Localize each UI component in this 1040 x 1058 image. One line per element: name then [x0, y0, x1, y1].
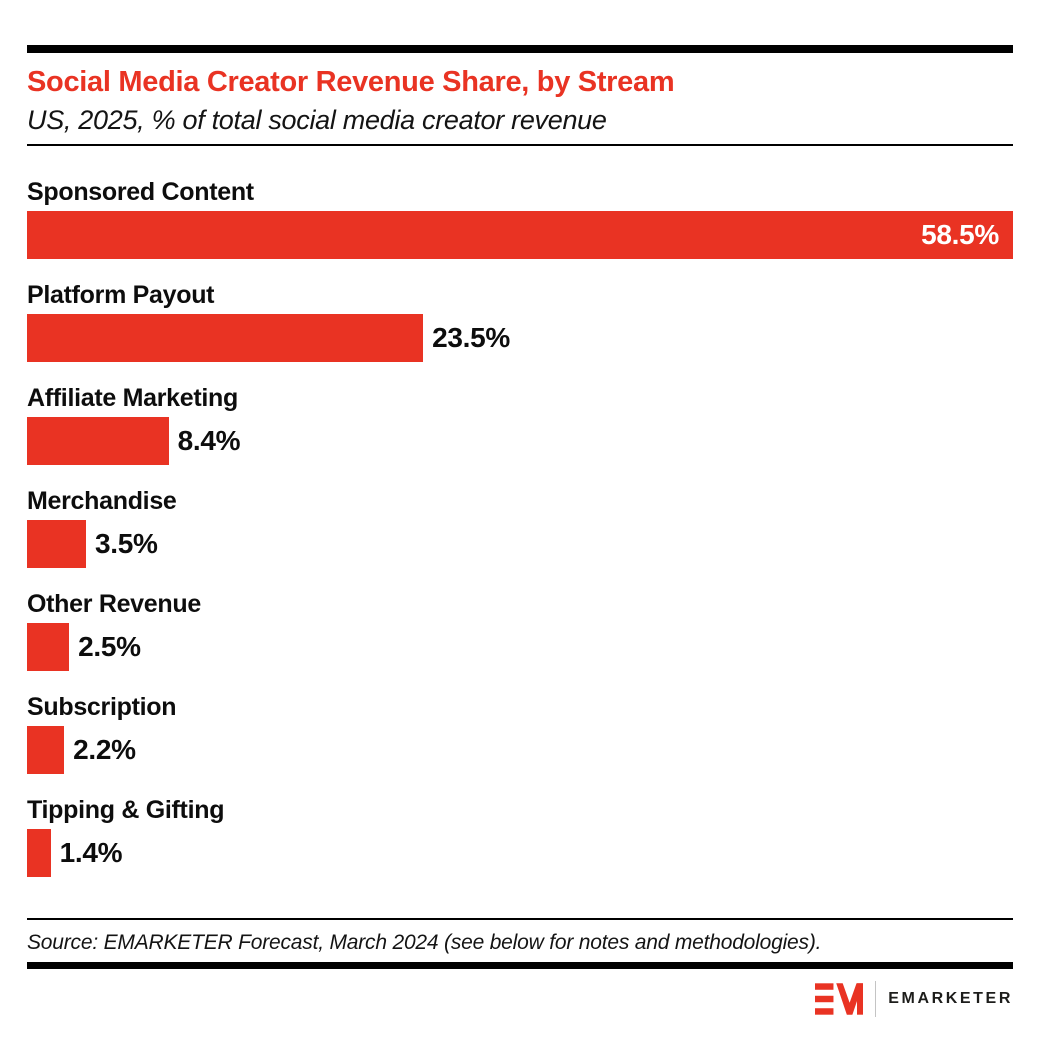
- bar-row: 8.4%: [27, 417, 1013, 465]
- bar-group: Affiliate Marketing 8.4%: [27, 384, 1013, 465]
- logo-divider-line: [875, 981, 877, 1017]
- bar: [27, 726, 65, 774]
- bar-value-label: 8.4%: [177, 425, 241, 456]
- brand-logo: EMARKETER: [27, 981, 1013, 1017]
- source-note: Source: EMARKETER Forecast, March 2024 (…: [27, 931, 822, 954]
- bar-chart: Sponsored Content 58.5% Platform Payout …: [27, 178, 1013, 877]
- bar-value-label: 23.5%: [432, 322, 510, 353]
- bar-value-label: 2.5%: [78, 631, 141, 662]
- bar-category-label: Platform Payout: [27, 281, 215, 309]
- bar: [27, 829, 51, 877]
- bar-row: 3.5%: [27, 520, 1013, 568]
- bar-value-label: 2.2%: [73, 734, 136, 765]
- bar-row: 23.5%: [27, 314, 1013, 362]
- bar: [27, 623, 70, 671]
- bar: [27, 417, 169, 465]
- bar-group: Tipping & Gifting 1.4%: [27, 796, 1013, 877]
- bar: [27, 520, 86, 568]
- emarketer-logo-icon: [815, 983, 864, 1015]
- chart-card: Social Media Creator Revenue Share, by S…: [0, 45, 1040, 1017]
- bar-row: 2.2%: [27, 726, 1013, 774]
- bar-row: 58.5%: [27, 211, 1013, 259]
- bar-group: Platform Payout 23.5%: [27, 281, 1013, 362]
- bar: [27, 211, 1013, 259]
- bar-category-label: Affiliate Marketing: [27, 384, 238, 412]
- bar-row: 2.5%: [27, 623, 1013, 671]
- bar-row: 1.4%: [27, 829, 1013, 877]
- bar-category-label: Other Revenue: [27, 590, 201, 618]
- bar: [27, 314, 424, 362]
- bar-value-label: 3.5%: [94, 528, 158, 559]
- chart-title: Social Media Creator Revenue Share, by S…: [27, 66, 675, 98]
- chart-subtitle: US, 2025, % of total social media creato…: [27, 105, 607, 135]
- footer-divider-thick: [27, 962, 1013, 969]
- bar-category-label: Sponsored Content: [27, 178, 254, 206]
- bar-value-label: 1.4%: [59, 837, 123, 868]
- bar-group: Other Revenue 2.5%: [27, 590, 1013, 671]
- bar-category-label: Tipping & Gifting: [27, 796, 225, 824]
- bar-group: Sponsored Content 58.5%: [27, 178, 1013, 259]
- footer-divider-thin: [27, 918, 1013, 920]
- header-divider-line: [27, 144, 1013, 146]
- top-divider-bar: [27, 45, 1013, 53]
- logo-wordmark: EMARKETER: [888, 990, 1013, 1007]
- bar-group: Subscription 2.2%: [27, 693, 1013, 774]
- bar-group: Merchandise 3.5%: [27, 487, 1013, 568]
- bar-category-label: Merchandise: [27, 487, 177, 515]
- bar-category-label: Subscription: [27, 693, 177, 721]
- bar-value-label: 58.5%: [921, 219, 999, 250]
